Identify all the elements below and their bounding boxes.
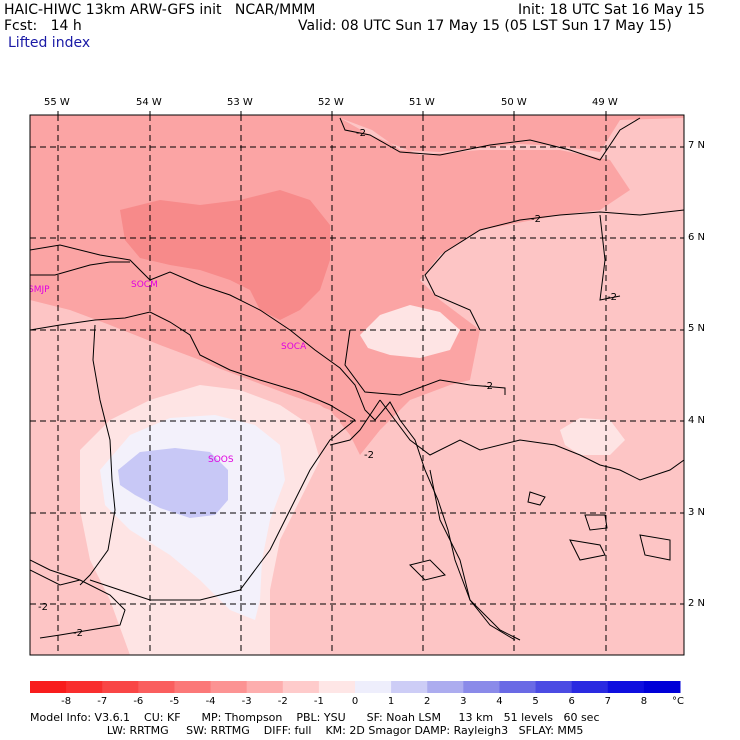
colorbar-tick-label: -5	[169, 696, 179, 707]
lon-label: 52 W	[318, 97, 344, 108]
lon-label: 55 W	[44, 97, 70, 108]
colorbar-swatch	[571, 681, 609, 693]
forecast-hour: Fcst: 14 h	[4, 18, 82, 34]
colorbar-swatch	[102, 681, 139, 693]
model-info-line2: LW: RRTMG SW: RRTMG DIFF: full KM: 2D Sm…	[30, 724, 584, 737]
shade-region	[170, 280, 365, 410]
lat-label: 6 N	[688, 232, 706, 243]
colorbar-swatch	[30, 681, 67, 693]
shade-region	[120, 190, 330, 320]
station-label-soca: SOCA	[281, 342, 307, 352]
colorbar-tick-label: -7	[97, 696, 107, 707]
colorbar-swatch	[318, 681, 356, 693]
colorbar-swatch	[607, 681, 645, 693]
contour-label: -2	[483, 381, 493, 392]
colorbar-tick-label: 3	[460, 696, 466, 707]
contour-label: -2	[73, 628, 83, 639]
colorbar-unit: °C	[672, 696, 684, 707]
lon-label: 54 W	[136, 97, 162, 108]
lat-label: 7 N	[688, 140, 706, 151]
model-info-line1: Model Info: V3.6.1 CU: KF MP: Thompson P…	[30, 711, 600, 724]
colorbar-swatch	[427, 681, 464, 693]
colorbar-tick-label: -3	[242, 696, 252, 707]
colorbar-swatch	[246, 681, 284, 693]
colorbar-swatch	[210, 681, 248, 693]
contour-labels: -2 -2 -2 -2 -2 -2 -2	[38, 128, 617, 639]
lon-label: 51 W	[409, 97, 435, 108]
station-label-soos: SOOS	[208, 455, 234, 465]
contour-label: -2	[38, 602, 48, 613]
lon-label: 49 W	[592, 97, 618, 108]
lat-label: 5 N	[688, 323, 706, 334]
station-labels: SMJP SOCM SOCA SOOS	[28, 280, 307, 465]
lat-label: 2 N	[688, 598, 706, 609]
colorbar-swatch	[66, 681, 103, 693]
lat-label: 4 N	[688, 415, 706, 426]
colorbar-tick-label: 8	[641, 696, 647, 707]
map-frame	[29, 114, 685, 656]
lon-label: 50 W	[501, 97, 527, 108]
lifted-index-field: -2 -2 -2 -2 -2 -2 -2 SMJP SOCM SOCA SOOS	[28, 115, 684, 655]
init-time: Init: 18 UTC Sat 16 May 15	[518, 2, 705, 18]
shade-region	[560, 418, 625, 455]
colorbar-swatch	[282, 681, 320, 693]
colorbar-tick-label: -2	[278, 696, 288, 707]
colorbar-swatch	[355, 681, 392, 693]
valid-time: Valid: 08 UTC Sun 17 May 15 (05 LST Sun …	[298, 18, 672, 34]
frame-ticks	[57, 111, 607, 115]
colorbar: -8 -7 -6 -5 -4 -3 -2 -1 0 1 2 3 4 5 6 7 8 °C	[30, 681, 684, 707]
contour-lines	[30, 117, 684, 641]
colorbar-tick-label: 0	[352, 696, 358, 707]
colorbar-tick-label: 6	[568, 696, 574, 707]
field-name: Lifted index	[8, 35, 91, 51]
colorbar-tick-label: 7	[605, 696, 611, 707]
model-title: HAIC-HIWC 13km ARW-GFS init NCAR/MMM	[4, 2, 316, 18]
contour-label: -2	[607, 292, 617, 303]
shade-region	[118, 448, 228, 518]
colorbar-swatch	[643, 681, 681, 693]
colorbar-swatch	[499, 681, 537, 693]
colorbar-tick-label: 1	[388, 696, 394, 707]
shade-region	[360, 305, 460, 358]
lon-label: 53 W	[227, 97, 253, 108]
colorbar-swatch	[535, 681, 573, 693]
contour-label: -2	[531, 214, 541, 225]
coastline-borders	[30, 244, 516, 641]
colorbar-swatch	[391, 681, 428, 693]
colorbar-tick-label: -6	[133, 696, 143, 707]
lat-lon-grid	[30, 115, 684, 655]
station-label-smjp: SMJP	[28, 285, 50, 295]
colorbar-tick-label: -8	[61, 696, 71, 707]
colorbar-swatch	[463, 681, 500, 693]
colorbar-swatch	[138, 681, 175, 693]
colorbar-tick-label: -4	[206, 696, 216, 707]
colorbar-swatch	[174, 681, 212, 693]
contour-label: -2	[364, 450, 374, 461]
colorbar-tick-label: -1	[314, 696, 324, 707]
lat-label: 3 N	[688, 507, 706, 518]
colorbar-tick-label: 4	[496, 696, 502, 707]
colorbar-tick-label: 2	[424, 696, 430, 707]
contour-label: -2	[356, 128, 366, 139]
station-label-socm: SOCM	[131, 280, 158, 290]
colorbar-tick-label: 5	[532, 696, 538, 707]
